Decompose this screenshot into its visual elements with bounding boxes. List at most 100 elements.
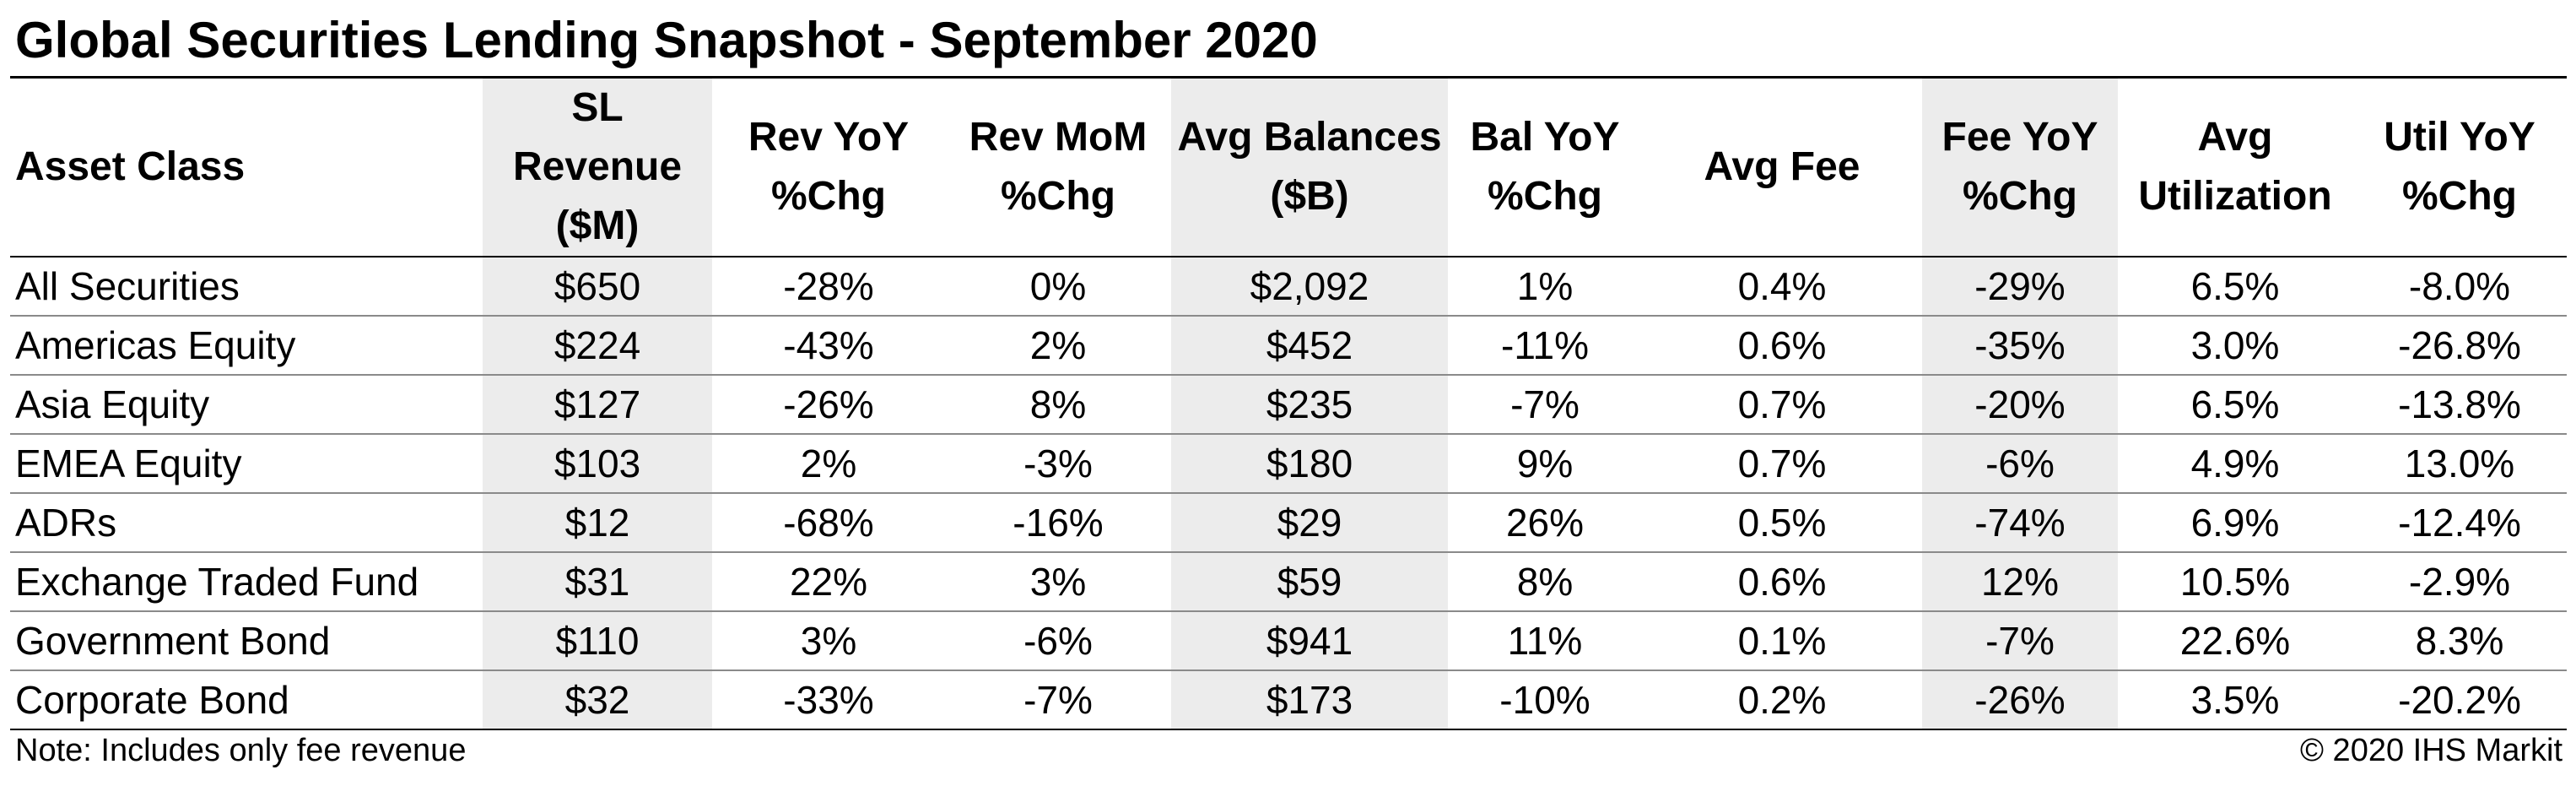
- header-avg-utilization: Avg Utilization: [2118, 79, 2352, 257]
- cell-avg-fee: 0.6%: [1642, 316, 1922, 376]
- cell-avg-balances: $941: [1171, 611, 1448, 671]
- cell-avg-fee: 0.7%: [1642, 434, 1922, 494]
- securities-lending-table: Asset Class SL Revenue ($M) Rev YoY %Chg R…: [10, 79, 2567, 730]
- cell-rev-yoy: -26%: [712, 375, 945, 435]
- cell-sl-revenue: $103: [483, 434, 712, 494]
- cell-rev-mom: 8%: [945, 375, 1171, 435]
- cell-avg-balances: $452: [1171, 316, 1448, 376]
- cell-rev-mom: -16%: [945, 493, 1171, 553]
- cell-avg-balances: $29: [1171, 493, 1448, 553]
- cell-rev-yoy: 2%: [712, 434, 945, 494]
- cell-rev-mom: -7%: [945, 670, 1171, 730]
- table-body: All Securities $650 -28% 0% $2,092 1% 0.4% -29%…: [10, 257, 2567, 730]
- cell-rev-mom: 2%: [945, 316, 1171, 376]
- cell-asset-class: Americas Equity: [10, 316, 483, 376]
- cell-sl-revenue: $12: [483, 493, 712, 553]
- cell-avg-fee: 0.4%: [1642, 257, 1922, 317]
- header-sl-revenue-line1: SL Revenue: [512, 85, 683, 189]
- cell-util-yoy: 8.3%: [2352, 611, 2567, 671]
- header-rev-mom-line2: %Chg: [1001, 174, 1115, 219]
- cell-rev-yoy: -28%: [712, 257, 945, 317]
- cell-util-yoy: 13.0%: [2352, 434, 2567, 494]
- cell-rev-yoy: 3%: [712, 611, 945, 671]
- header-fee-yoy: Fee YoY %Chg: [1922, 79, 2118, 257]
- header-avg-utilization-line1: Avg: [2197, 115, 2273, 160]
- header-asset-class-line1: Asset Class: [15, 144, 246, 189]
- header-asset-class: Asset Class: [10, 79, 483, 257]
- cell-asset-class: ADRs: [10, 493, 483, 553]
- cell-rev-yoy: 22%: [712, 552, 945, 612]
- cell-asset-class: EMEA Equity: [10, 434, 483, 494]
- header-avg-balances-line1: Avg Balances: [1177, 115, 1442, 160]
- cell-avg-utilization: 4.9%: [2118, 434, 2352, 494]
- cell-util-yoy: -2.9%: [2352, 552, 2567, 612]
- title-divider: [10, 76, 2567, 79]
- cell-rev-mom: -6%: [945, 611, 1171, 671]
- cell-bal-yoy: 26%: [1448, 493, 1642, 553]
- table-row: Asia Equity $127 -26% 8% $235 -7% 0.7% -20% 6.5%…: [10, 375, 2567, 435]
- cell-rev-yoy: -33%: [712, 670, 945, 730]
- cell-asset-class: Asia Equity: [10, 375, 483, 435]
- table-row: Exchange Traded Fund $31 22% 3% $59 8% 0.6% 12%…: [10, 552, 2567, 612]
- header-rev-yoy-line2: %Chg: [771, 174, 886, 219]
- cell-fee-yoy: -29%: [1922, 257, 2118, 317]
- cell-fee-yoy: -74%: [1922, 493, 2118, 553]
- cell-rev-mom: 3%: [945, 552, 1171, 612]
- cell-sl-revenue: $650: [483, 257, 712, 317]
- cell-fee-yoy: -20%: [1922, 375, 2118, 435]
- cell-asset-class: All Securities: [10, 257, 483, 317]
- table-row: Americas Equity $224 -43% 2% $452 -11% 0.6% -35…: [10, 316, 2567, 376]
- cell-asset-class: Exchange Traded Fund: [10, 552, 483, 612]
- cell-avg-fee: 0.6%: [1642, 552, 1922, 612]
- cell-bal-yoy: -11%: [1448, 316, 1642, 376]
- page-title: Global Securities Lending Snapshot - Sep…: [15, 12, 1318, 68]
- header-bal-yoy-line1: Bal YoY: [1470, 115, 1620, 160]
- cell-sl-revenue: $110: [483, 611, 712, 671]
- header-util-yoy-line1: Util YoY: [2384, 115, 2535, 160]
- cell-fee-yoy: -6%: [1922, 434, 2118, 494]
- header-sl-revenue: SL Revenue ($M): [483, 79, 712, 257]
- cell-util-yoy: -8.0%: [2352, 257, 2567, 317]
- cell-bal-yoy: -7%: [1448, 375, 1642, 435]
- header-rev-yoy-line1: Rev YoY: [748, 115, 910, 160]
- header-rev-yoy: Rev YoY %Chg: [712, 79, 945, 257]
- cell-avg-utilization: 6.9%: [2118, 493, 2352, 553]
- cell-fee-yoy: -26%: [1922, 670, 2118, 730]
- cell-fee-yoy: -35%: [1922, 316, 2118, 376]
- cell-asset-class: Government Bond: [10, 611, 483, 671]
- cell-avg-utilization: 3.5%: [2118, 670, 2352, 730]
- cell-asset-class: Corporate Bond: [10, 670, 483, 730]
- cell-sl-revenue: $127: [483, 375, 712, 435]
- cell-avg-fee: 0.5%: [1642, 493, 1922, 553]
- header-avg-balances-line2: ($B): [1270, 174, 1349, 219]
- cell-sl-revenue: $32: [483, 670, 712, 730]
- cell-avg-utilization: 22.6%: [2118, 611, 2352, 671]
- table-row: Corporate Bond $32 -33% -7% $173 -10% 0.2% -26%…: [10, 670, 2567, 730]
- cell-bal-yoy: 11%: [1448, 611, 1642, 671]
- header-util-yoy-line2: %Chg: [2402, 174, 2517, 219]
- cell-sl-revenue: $31: [483, 552, 712, 612]
- header-rev-mom-line1: Rev MoM: [969, 115, 1148, 160]
- header-avg-utilization-line2: Utilization: [2138, 174, 2332, 219]
- cell-util-yoy: -13.8%: [2352, 375, 2567, 435]
- cell-rev-yoy: -43%: [712, 316, 945, 376]
- cell-avg-balances: $173: [1171, 670, 1448, 730]
- cell-avg-balances: $59: [1171, 552, 1448, 612]
- header-util-yoy: Util YoY %Chg: [2352, 79, 2567, 257]
- cell-util-yoy: -26.8%: [2352, 316, 2567, 376]
- cell-avg-fee: 0.7%: [1642, 375, 1922, 435]
- cell-bal-yoy: 9%: [1448, 434, 1642, 494]
- table-row: All Securities $650 -28% 0% $2,092 1% 0.4% -29%…: [10, 257, 2567, 317]
- table-row: Government Bond $110 3% -6% $941 11% 0.1% -7% 22…: [10, 611, 2567, 671]
- cell-bal-yoy: -10%: [1448, 670, 1642, 730]
- cell-bal-yoy: 8%: [1448, 552, 1642, 612]
- header-bal-yoy-line2: %Chg: [1488, 174, 1602, 219]
- cell-rev-mom: 0%: [945, 257, 1171, 317]
- cell-avg-fee: 0.2%: [1642, 670, 1922, 730]
- cell-avg-utilization: 3.0%: [2118, 316, 2352, 376]
- header-rev-mom: Rev MoM %Chg: [945, 79, 1171, 257]
- cell-avg-balances: $235: [1171, 375, 1448, 435]
- cell-rev-mom: -3%: [945, 434, 1171, 494]
- header-avg-balances: Avg Balances ($B): [1171, 79, 1448, 257]
- cell-avg-utilization: 6.5%: [2118, 257, 2352, 317]
